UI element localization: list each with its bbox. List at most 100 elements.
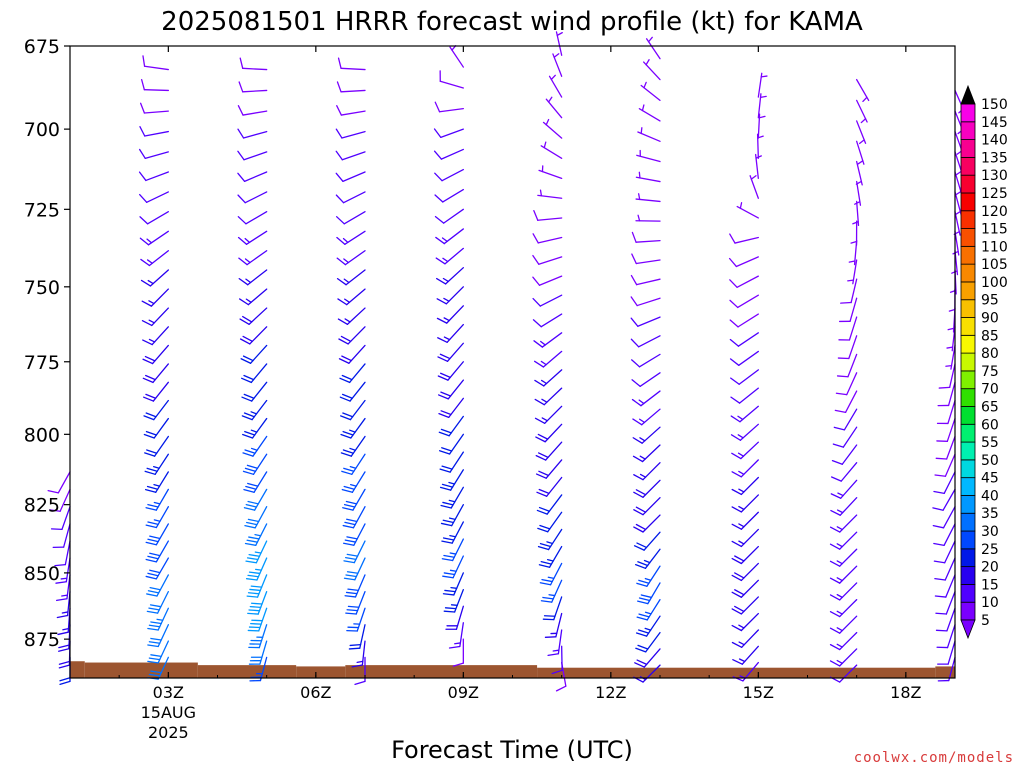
wind-barb-half-feather [554,54,559,57]
wind-barb-half-feather [761,76,767,77]
wind-barb-half-feather [837,644,842,647]
wind-barb [831,616,857,633]
wind-barb-half-feather [553,650,559,651]
colorbar-band [961,478,975,496]
wind-barb-feather [441,523,451,525]
wind-barb [636,194,660,202]
colorbar-label: 130 [981,168,1008,184]
wind-barb-half-feather [62,595,68,596]
wind-barb-feather [440,451,450,454]
colorbar: 5101520253035404550556065707580859095100… [961,86,1008,638]
wind-barb-half-feather [639,194,640,200]
wind-barb-feather [631,297,637,306]
wind-barb-half-feather [644,561,649,563]
wind-barb [536,406,562,423]
wind-barb-half-feather [350,467,355,469]
wind-barb-feather [935,475,945,476]
wind-barb [438,325,464,343]
wind-barb [148,625,168,647]
colorbar-label: 45 [981,471,999,487]
wind-barb [435,209,463,223]
wind-barb-feather [444,611,454,612]
wind-barb-half-feather [544,142,546,148]
wind-barb-feather [534,211,538,221]
colorbar-band [961,229,975,247]
wind-barb-feather [836,393,846,394]
wind-barb-half-feather [542,380,547,383]
wind-barb-feather [933,508,943,510]
wind-barb-feather [248,575,258,576]
wind-barb [243,419,267,438]
wind-barb [758,114,765,138]
wind-barb [239,270,266,285]
wind-barb-shaft [443,190,464,202]
wind-barb-feather [443,576,453,578]
wind-barb [536,442,561,460]
wind-barb [244,472,267,492]
wind-barb-feather [151,655,161,657]
wind-barb-feather [60,678,70,681]
wind-barb [338,308,365,324]
wind-barb [143,56,168,70]
wind-barb [732,614,758,631]
colorbar-band [961,406,975,424]
wind-barb [636,172,660,181]
wind-barb-feather [147,450,157,453]
wind-barb-feather [146,559,156,561]
credit-link[interactable]: coolwx.com/models [854,750,1014,766]
wind-barb-half-feather [350,430,355,432]
wind-barb-feather [148,628,158,630]
wind-barb-half-feather [838,493,843,495]
wind-barb-feather [247,579,257,580]
wind-barb-feather [341,453,351,456]
wind-barb-feather [145,357,155,361]
wind-barb-half-feather [751,176,756,179]
wind-barb-feather [238,106,243,115]
wind-barb-feather [243,471,253,474]
wind-barb [140,172,169,180]
wind-barb-half-feather [252,448,257,450]
colorbar-band [961,140,975,158]
wind-barb [238,172,267,181]
wind-barb-feather [146,576,156,578]
wind-barb-feather [435,151,442,159]
wind-barb [341,401,365,420]
wind-barb [631,276,660,285]
wind-barb-feather [435,129,441,137]
wind-barb [539,547,561,568]
wind-barb-half-feather [255,535,261,536]
wind-barb [537,477,562,496]
wind-barb-feather [144,416,154,420]
wind-barb-feather [631,276,636,285]
wind-barb-half-feather [739,524,744,527]
wind-barb-feather [59,665,69,668]
wind-barb [143,327,169,345]
wind-barb-feather [337,217,345,224]
wind-barb-feather [444,556,454,558]
wind-barb-feather [435,173,442,180]
wind-barb-half-feather [849,261,855,262]
wind-barb-feather [244,490,254,493]
wind-barb [435,190,463,202]
wind-barb [631,336,660,347]
wind-barb-half-feather [949,310,955,312]
wind-barb-half-feather [444,298,449,301]
wind-barb-half-feather [649,37,653,41]
wind-barb-feather [533,277,540,285]
wind-barb [841,279,857,303]
wind-barb-feather [444,538,454,540]
wind-barb-feather [347,554,357,556]
wind-barb [730,257,759,267]
wind-barb [338,270,365,285]
wind-barb [239,82,267,92]
wind-barb [535,351,562,367]
wind-barb [144,401,168,420]
wind-barb-half-feather [344,279,349,282]
wind-barb-half-feather [739,489,744,492]
wind-barb-half-feather [639,172,640,178]
colorbar-band [961,353,975,371]
wind-barb-feather [148,573,158,575]
wind-barb [144,419,168,438]
wind-barb [937,419,955,442]
wind-barb-half-feather [739,471,744,474]
